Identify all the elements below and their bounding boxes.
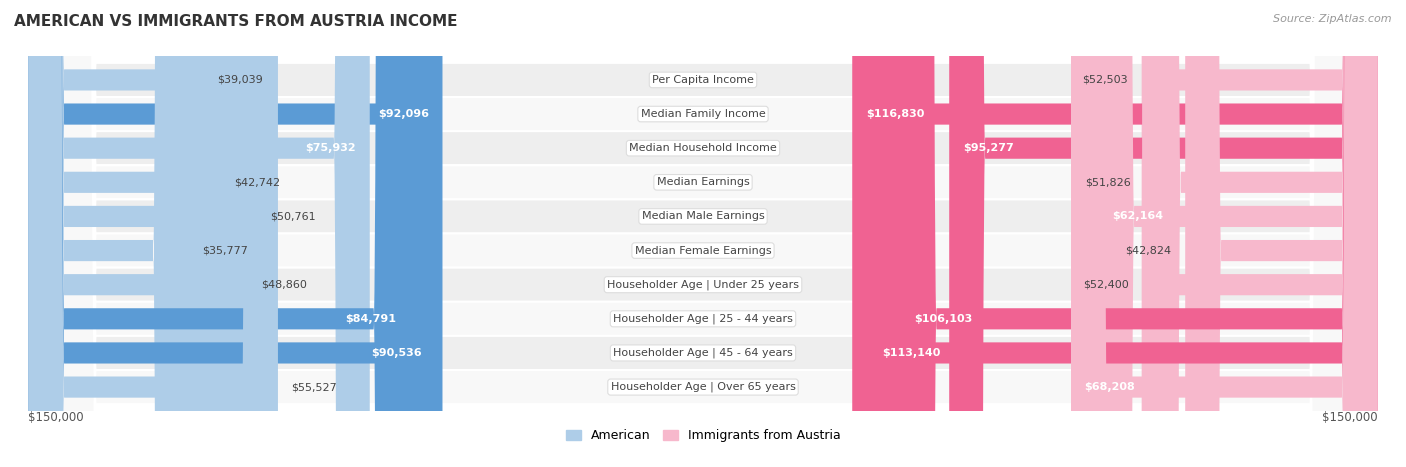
- Text: Source: ZipAtlas.com: Source: ZipAtlas.com: [1274, 14, 1392, 24]
- Text: $150,000: $150,000: [28, 411, 84, 424]
- FancyBboxPatch shape: [1185, 0, 1378, 467]
- FancyBboxPatch shape: [869, 0, 1378, 467]
- Text: Per Capita Income: Per Capita Income: [652, 75, 754, 85]
- Text: $68,208: $68,208: [1084, 382, 1135, 392]
- Text: AMERICAN VS IMMIGRANTS FROM AUSTRIA INCOME: AMERICAN VS IMMIGRANTS FROM AUSTRIA INCO…: [14, 14, 457, 29]
- Text: Householder Age | 45 - 64 years: Householder Age | 45 - 64 years: [613, 348, 793, 358]
- FancyBboxPatch shape: [1144, 0, 1378, 467]
- Text: $35,777: $35,777: [202, 246, 249, 255]
- FancyBboxPatch shape: [28, 0, 1378, 467]
- Text: $48,860: $48,860: [262, 280, 308, 290]
- Text: $106,103: $106,103: [914, 314, 972, 324]
- FancyBboxPatch shape: [1098, 0, 1378, 467]
- Text: $150,000: $150,000: [1322, 411, 1378, 424]
- FancyBboxPatch shape: [28, 0, 443, 467]
- FancyBboxPatch shape: [1071, 0, 1378, 467]
- FancyBboxPatch shape: [900, 0, 1378, 467]
- FancyBboxPatch shape: [28, 0, 188, 467]
- FancyBboxPatch shape: [28, 0, 1378, 467]
- FancyBboxPatch shape: [28, 0, 221, 467]
- Text: $90,536: $90,536: [371, 348, 422, 358]
- FancyBboxPatch shape: [28, 0, 204, 467]
- FancyBboxPatch shape: [28, 0, 1378, 467]
- Text: Median Household Income: Median Household Income: [628, 143, 778, 153]
- FancyBboxPatch shape: [28, 0, 1378, 467]
- Text: $55,527: $55,527: [291, 382, 337, 392]
- Text: Median Female Earnings: Median Female Earnings: [634, 246, 772, 255]
- Text: $39,039: $39,039: [218, 75, 263, 85]
- Text: $51,826: $51,826: [1085, 177, 1132, 187]
- FancyBboxPatch shape: [28, 0, 1378, 467]
- FancyBboxPatch shape: [28, 0, 1378, 467]
- Text: Median Earnings: Median Earnings: [657, 177, 749, 187]
- Text: $95,277: $95,277: [963, 143, 1014, 153]
- FancyBboxPatch shape: [28, 0, 1378, 467]
- Text: $92,096: $92,096: [378, 109, 429, 119]
- FancyBboxPatch shape: [28, 0, 409, 467]
- FancyBboxPatch shape: [28, 0, 370, 467]
- FancyBboxPatch shape: [28, 0, 1378, 467]
- Text: $116,830: $116,830: [866, 109, 924, 119]
- Text: $42,742: $42,742: [233, 177, 280, 187]
- FancyBboxPatch shape: [1142, 0, 1378, 467]
- FancyBboxPatch shape: [28, 0, 256, 467]
- Text: $84,791: $84,791: [344, 314, 396, 324]
- FancyBboxPatch shape: [949, 0, 1378, 467]
- FancyBboxPatch shape: [1142, 0, 1378, 467]
- Text: $50,761: $50,761: [270, 212, 315, 221]
- FancyBboxPatch shape: [28, 0, 278, 467]
- Text: Householder Age | 25 - 44 years: Householder Age | 25 - 44 years: [613, 313, 793, 324]
- Text: Median Male Earnings: Median Male Earnings: [641, 212, 765, 221]
- Legend: American, Immigrants from Austria: American, Immigrants from Austria: [561, 425, 845, 447]
- Text: $113,140: $113,140: [883, 348, 941, 358]
- FancyBboxPatch shape: [28, 0, 1378, 467]
- Text: $52,400: $52,400: [1083, 280, 1129, 290]
- FancyBboxPatch shape: [28, 0, 1378, 467]
- FancyBboxPatch shape: [28, 0, 436, 467]
- FancyBboxPatch shape: [852, 0, 1378, 467]
- Text: $52,503: $52,503: [1083, 75, 1128, 85]
- Text: $75,932: $75,932: [305, 143, 356, 153]
- Text: Householder Age | Under 25 years: Householder Age | Under 25 years: [607, 279, 799, 290]
- Text: Median Family Income: Median Family Income: [641, 109, 765, 119]
- FancyBboxPatch shape: [28, 0, 247, 467]
- Text: Householder Age | Over 65 years: Householder Age | Over 65 years: [610, 382, 796, 392]
- Text: $42,824: $42,824: [1126, 246, 1171, 255]
- Text: $62,164: $62,164: [1112, 212, 1163, 221]
